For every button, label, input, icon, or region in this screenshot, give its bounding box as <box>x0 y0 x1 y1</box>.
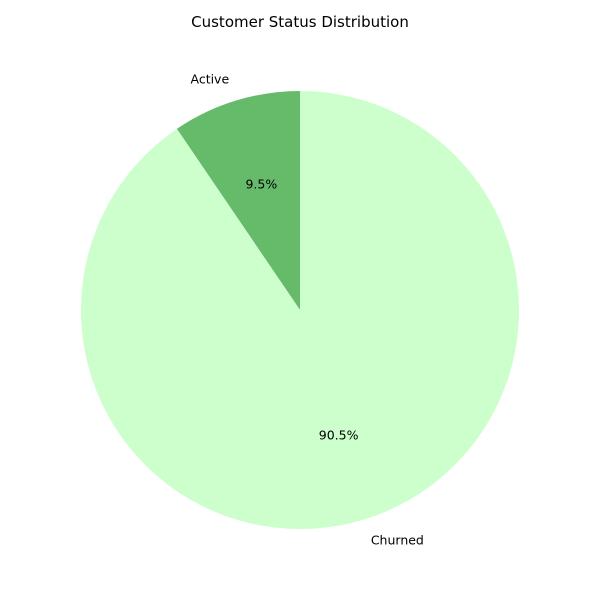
pie-slice-churned <box>80 91 520 530</box>
pie-labels: Active 9.5% Churned 90.5% <box>190 72 423 548</box>
slice-pct-label-active: 9.5% <box>245 176 277 191</box>
chart-title: Customer Status Distribution <box>191 13 409 31</box>
slice-label-active: Active <box>190 72 229 87</box>
pie-slices <box>80 91 520 530</box>
slice-label-churned: Churned <box>371 532 424 547</box>
pie-slice-active <box>176 91 300 310</box>
slice-pct-label-churned: 90.5% <box>319 428 359 443</box>
